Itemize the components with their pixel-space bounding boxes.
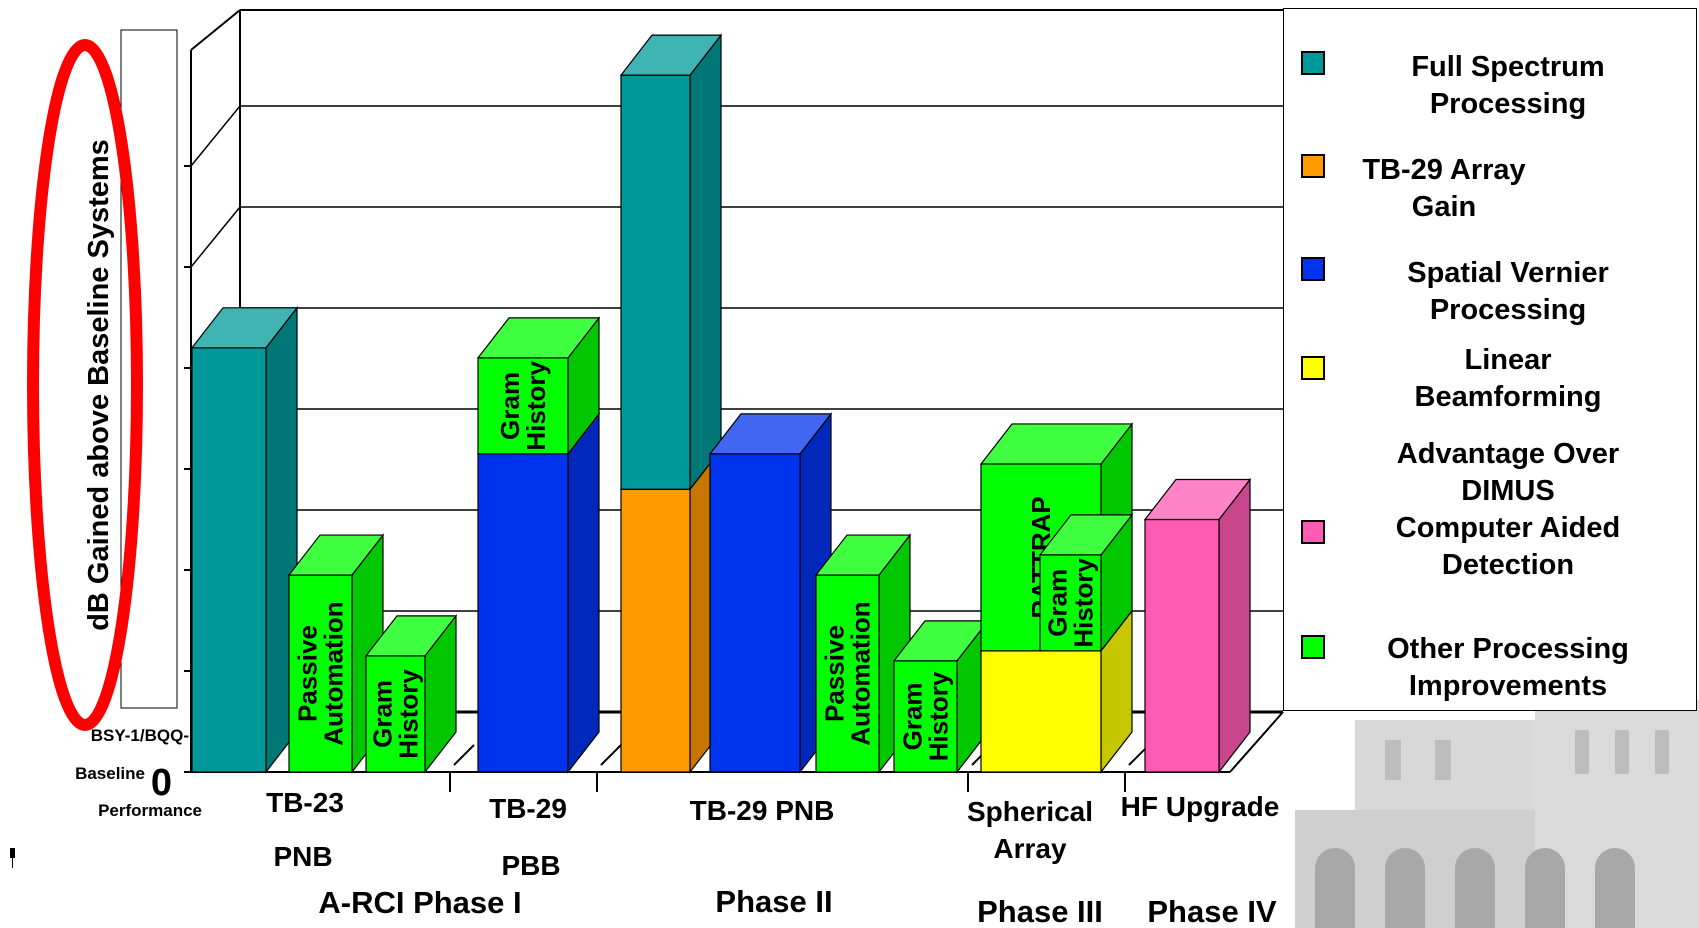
bar-2: GramHistory	[364, 614, 458, 774]
category-label-tb23: TB-23	[266, 787, 344, 818]
bar-segment-label: GramHistory	[495, 361, 551, 451]
bar-front	[365, 655, 426, 773]
category-label-tb23-line2: PNB	[273, 841, 332, 872]
y-axis-label: dB Gained above Baseline Systems	[83, 139, 115, 631]
bar-segment: GramHistory	[364, 614, 458, 774]
gridline-side	[190, 105, 241, 167]
bar-7: GramHistory	[892, 619, 990, 774]
bar-top	[364, 615, 458, 657]
highlight-ellipse	[27, 39, 143, 731]
bar-segment-label: GramHistory	[1043, 557, 1099, 647]
bar-top	[619, 34, 723, 76]
legend-label: Full Spectrum Processing	[1411, 51, 1605, 120]
bar-front	[980, 650, 1102, 773]
phase-label-3: Phase III	[977, 894, 1103, 928]
bars: PassiveAutomation GramHistory GramHistory P…	[190, 33, 1252, 774]
bar-top	[979, 423, 1134, 465]
bar-top	[708, 413, 833, 455]
bar-front	[709, 453, 801, 773]
category-label-hfupgrade: HF Upgrade	[1121, 791, 1280, 822]
bar-top	[476, 317, 601, 359]
legend-label: Advantage Over DIMUS Computer Aided Dete…	[1395, 438, 1621, 581]
x-floor-tick	[453, 744, 475, 766]
legend-swatch	[1301, 635, 1325, 659]
legend-swatch	[1301, 154, 1325, 178]
legend-swatch	[1301, 356, 1325, 380]
bar-segment: GramHistory	[1038, 513, 1134, 653]
phase-label-4: Phase IV	[1147, 894, 1277, 928]
bar-segment	[619, 33, 723, 491]
bar-segment	[1143, 477, 1252, 774]
bar-9: GramHistory	[1038, 513, 1134, 653]
bar-3: GramHistory	[476, 316, 601, 774]
bar-front	[288, 574, 353, 773]
bar-top	[287, 534, 385, 576]
background-building-image	[1295, 700, 1699, 928]
phase-label-2: Phase II	[715, 884, 832, 919]
bar-segment-label: GramHistory	[898, 671, 954, 761]
bar-segment: PassiveAutomation	[814, 533, 912, 774]
legend-label: Linear Beamforming	[1414, 344, 1602, 413]
bar-side	[689, 33, 722, 491]
bar-front	[191, 347, 267, 773]
y-zero-label: 0	[151, 762, 172, 804]
x-floor-tick	[600, 744, 622, 766]
legend: Full Spectrum Processing TB-29 Array Gai…	[1283, 8, 1697, 711]
legend-label: TB-29 Array Gain	[1362, 154, 1526, 223]
bar-top	[814, 534, 912, 576]
legend-swatch	[1301, 51, 1325, 75]
bar-top	[1143, 478, 1252, 521]
bar-10	[1143, 477, 1252, 774]
legend-label: Spatial Vernier Processing	[1407, 257, 1609, 326]
bar-4	[619, 33, 723, 774]
category-label-tb29pnb: TB-29 PNB	[690, 795, 835, 826]
legend-swatch	[1301, 520, 1325, 544]
bar-6: PassiveAutomation	[814, 533, 912, 774]
legend-label: Other Processing Improvements	[1387, 633, 1629, 702]
bullet-marker	[10, 848, 15, 858]
bar-5	[708, 412, 833, 774]
bar-front	[477, 357, 569, 455]
category-label-tb29pbb-line2: PBB	[501, 850, 560, 881]
bar-segment	[476, 412, 601, 774]
bar-top	[1038, 514, 1134, 556]
bar-front	[620, 74, 691, 490]
bar-front	[893, 660, 958, 773]
category-label-spherical: Spherical	[967, 796, 1093, 827]
bar-side	[567, 412, 600, 774]
bar-segment-label: PassiveAutomation	[293, 601, 349, 745]
bar-segment: GramHistory	[476, 316, 601, 456]
y-baseline-label-line1: BSY-1/BQQ-	[91, 726, 189, 745]
bar-0	[190, 306, 299, 774]
bar-front	[477, 453, 569, 773]
bar-segment-label: PassiveAutomation	[820, 601, 876, 745]
bar-segment: GramHistory	[892, 619, 990, 774]
bar-front	[620, 488, 691, 773]
bar-side	[1218, 477, 1251, 774]
y-baseline-label-line3: Performance	[98, 801, 202, 820]
bar-segment	[619, 447, 723, 774]
gridline-side	[190, 206, 241, 268]
y-axis-ticks	[184, 165, 191, 773]
y-baseline-label-line2: Baseline	[75, 764, 145, 783]
legend-swatch	[1301, 257, 1325, 281]
bar-segment	[190, 306, 299, 774]
bar-segment-label: GramHistory	[368, 669, 424, 759]
category-label-tb29pbb: TB-29	[489, 793, 567, 824]
category-label-spherical-line2: Array	[993, 833, 1067, 864]
bar-segment	[708, 412, 833, 774]
bar-front	[815, 574, 880, 773]
phase-label-1: A-RCI Phase I	[318, 885, 521, 920]
bar-top	[190, 307, 299, 349]
bar-front	[1144, 518, 1220, 773]
